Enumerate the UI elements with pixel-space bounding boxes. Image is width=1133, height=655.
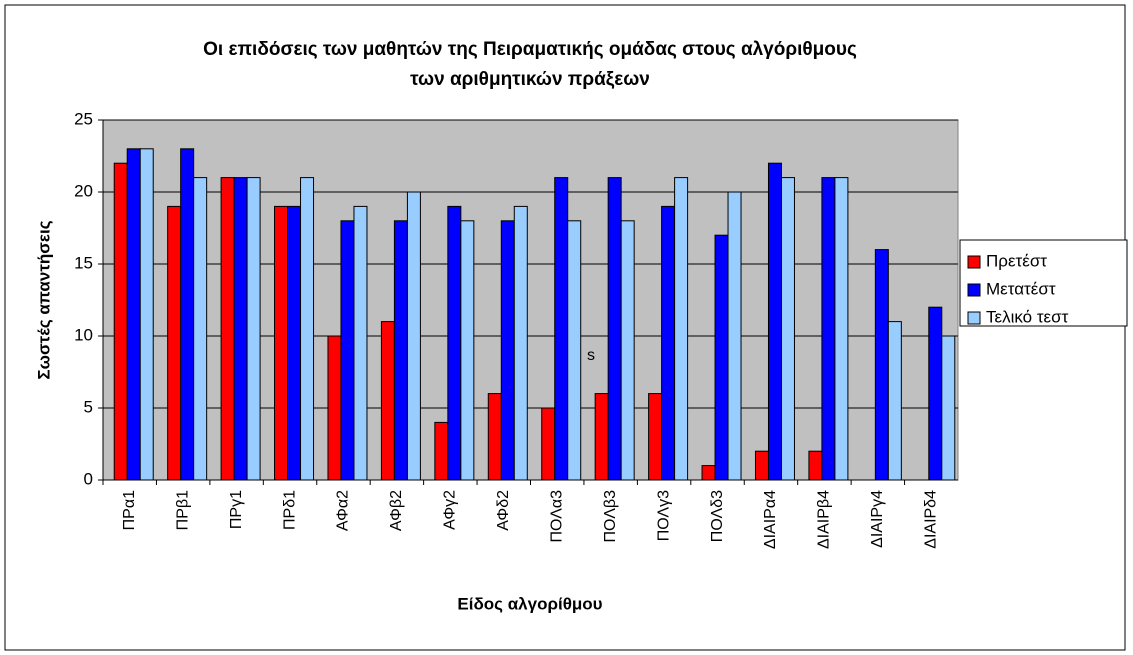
- x-tick-label: ΔΙΑΙΡδ4: [923, 490, 940, 549]
- bar: [714, 234, 729, 481]
- bar: [126, 148, 141, 481]
- bar: [541, 407, 556, 481]
- bar: [220, 177, 235, 481]
- legend-swatch: [967, 311, 981, 325]
- bar: [821, 177, 836, 481]
- bar: [567, 220, 582, 481]
- bar: [434, 421, 449, 481]
- y-tick-label: 0: [84, 469, 93, 488]
- bar: [340, 220, 355, 481]
- bar: [139, 148, 154, 481]
- x-tick-label: ΔΙΑΙΡβ4: [816, 490, 833, 549]
- x-tick-label: ΠΟΛβ3: [602, 490, 619, 543]
- bar: [607, 177, 622, 481]
- bar: [180, 148, 195, 481]
- y-tick-label: 10: [74, 325, 93, 344]
- bar: [380, 321, 395, 481]
- bar: [594, 393, 609, 481]
- x-tick-label: ΠΟΛγ3: [655, 490, 672, 541]
- bar: [500, 220, 515, 481]
- bar: [554, 177, 569, 481]
- bar: [648, 393, 663, 481]
- x-tick-label: ΠΡδ1: [281, 490, 298, 530]
- legend-label: Πρετέστ: [986, 251, 1047, 270]
- bar: [406, 191, 421, 481]
- bar: [928, 306, 943, 481]
- bar: [874, 249, 889, 481]
- bar: [193, 177, 208, 481]
- x-tick-label: ΑΦβ2: [388, 490, 405, 531]
- bar: [808, 450, 823, 481]
- legend-label: Τελικό τεστ: [986, 307, 1069, 326]
- bar: [274, 205, 289, 481]
- bar: [887, 321, 902, 481]
- bar: [487, 393, 502, 481]
- chart-title: Οι επιδόσεις των μαθητών της Πειραματική…: [203, 39, 857, 60]
- bar: [393, 220, 408, 481]
- x-tick-label: ΑΦδ2: [495, 490, 512, 531]
- bar: [300, 177, 315, 481]
- x-tick-label: ΑΦα2: [335, 490, 352, 531]
- bar: [754, 450, 769, 481]
- x-tick-label: ΠΟΛδ3: [709, 490, 726, 542]
- bar: [353, 205, 368, 481]
- bar: [661, 205, 676, 481]
- x-tick-label: ΠΟΛα3: [548, 490, 565, 543]
- bar: [767, 162, 782, 481]
- bar: [246, 177, 261, 481]
- y-tick-label: 5: [84, 397, 93, 416]
- y-tick-label: 20: [74, 181, 93, 200]
- bar: [701, 465, 716, 481]
- bar: [287, 205, 302, 481]
- y-tick-label: 25: [74, 109, 93, 128]
- bar: [233, 177, 248, 481]
- x-tick-label: ΠΡα1: [121, 490, 138, 530]
- legend-swatch: [967, 283, 981, 297]
- annotation: s: [587, 347, 595, 364]
- bar: [834, 177, 849, 481]
- bar: [513, 205, 528, 481]
- x-tick-label: ΔΙΑΙΡα4: [762, 490, 779, 549]
- x-tick-label: ΠΡγ1: [228, 490, 245, 529]
- bar: [113, 162, 128, 481]
- bar: [941, 335, 956, 481]
- chart-title: των αριθμητικών πράξεων: [410, 69, 650, 90]
- x-tick-label: ΠΡβ1: [174, 490, 191, 530]
- legend-label: Μετατέστ: [986, 279, 1056, 298]
- bar: [780, 177, 795, 481]
- bar: [167, 205, 182, 481]
- x-tick-label: ΑΦγ2: [442, 490, 459, 530]
- legend-swatch: [967, 255, 981, 269]
- bar: [727, 191, 742, 481]
- bar: [620, 220, 635, 481]
- bar: [447, 205, 462, 481]
- x-tick-label: ΔΙΑΙΡγ4: [869, 490, 886, 548]
- x-axis-label: Είδος αλγορίθμου: [457, 594, 602, 613]
- y-axis-label: Σωστές απαντήσεις: [34, 220, 53, 379]
- y-tick-label: 15: [74, 253, 93, 272]
- bar: [674, 177, 689, 481]
- bar: [327, 335, 342, 481]
- legend: [959, 239, 1128, 327]
- bar: [460, 220, 475, 481]
